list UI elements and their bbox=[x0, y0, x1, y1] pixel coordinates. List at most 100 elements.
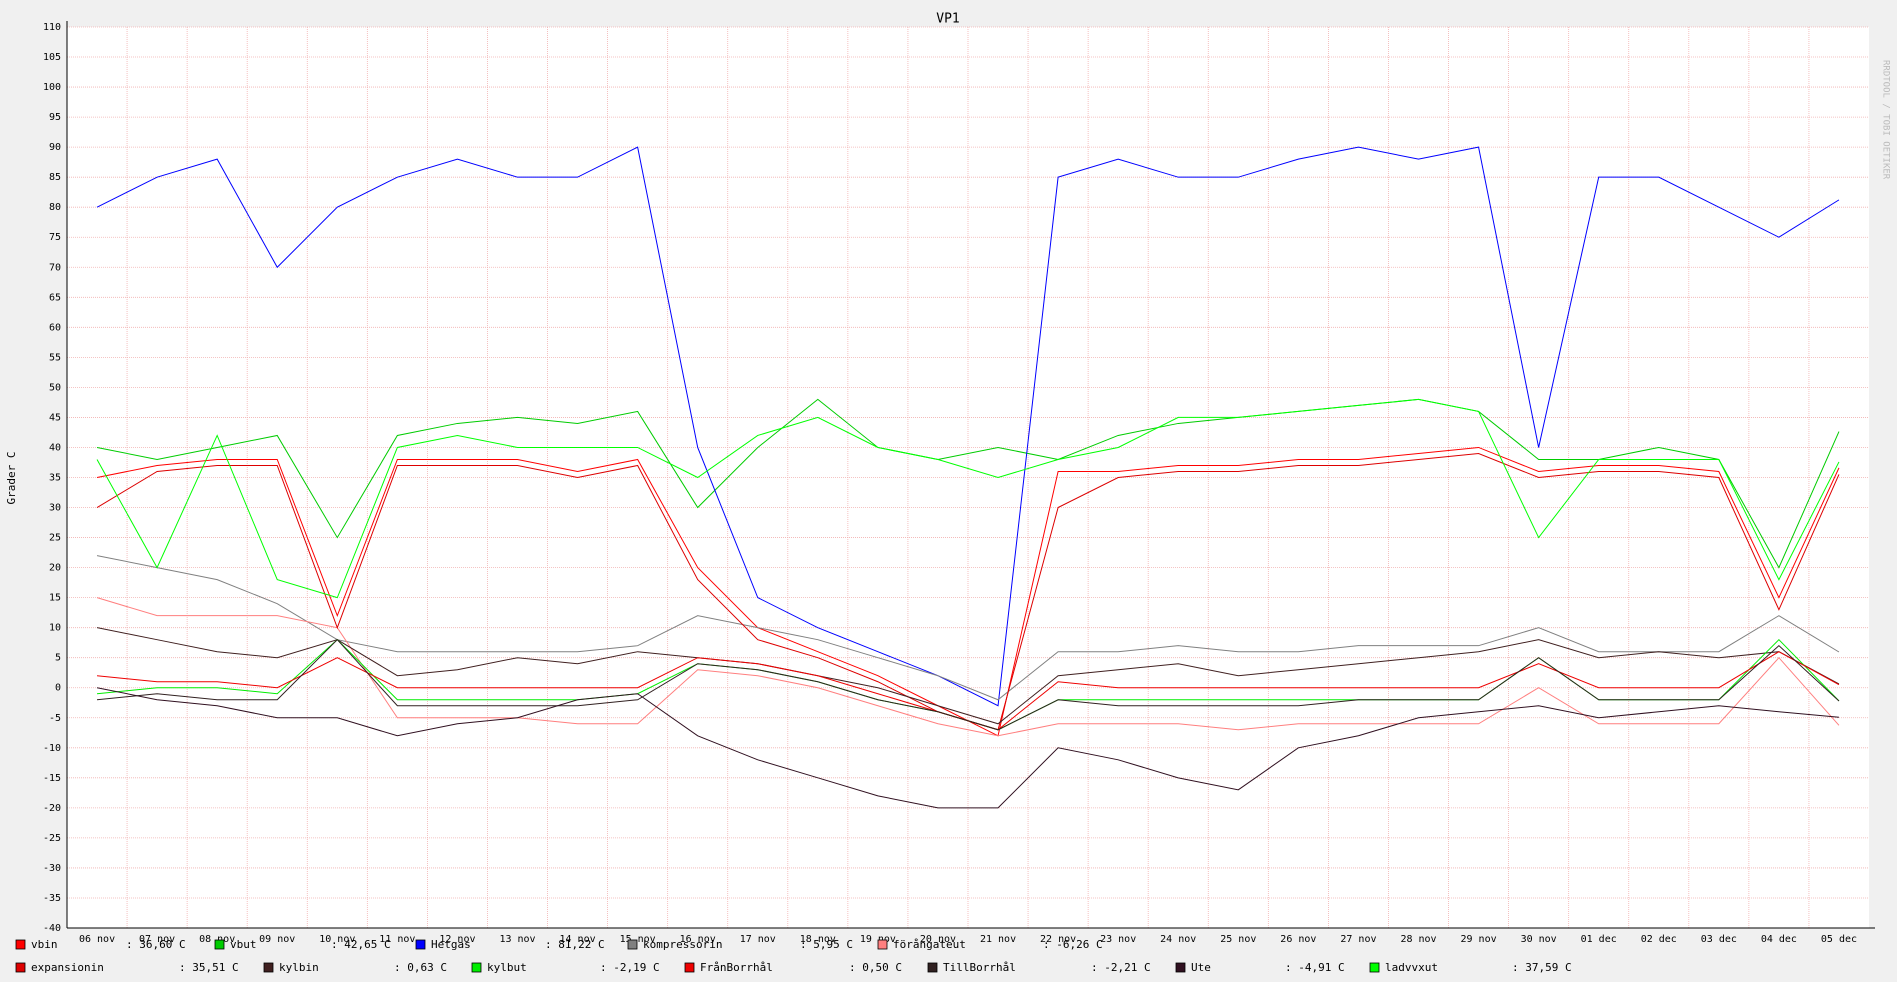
x-tick-label: 19 nov bbox=[860, 934, 896, 945]
legend-value: : 5,95 C bbox=[800, 938, 853, 951]
y-tick-label: 100 bbox=[43, 82, 61, 93]
x-tick-label: 24 nov bbox=[1160, 934, 1196, 945]
legend-swatch bbox=[877, 939, 888, 950]
y-tick-label: 15 bbox=[49, 593, 61, 604]
legend-swatch bbox=[415, 939, 426, 950]
legend-swatch bbox=[684, 962, 695, 973]
x-tick-label: 28 nov bbox=[1400, 934, 1436, 945]
legend-label: kylbin bbox=[279, 961, 319, 974]
watermark: RRDTOOL / TOBI OETIKER bbox=[1881, 60, 1891, 180]
legend-value: : 36,60 C bbox=[126, 938, 186, 951]
y-tick-label: 5 bbox=[55, 653, 61, 664]
legend-value: : 0,50 C bbox=[849, 961, 902, 974]
x-tick-label: 13 nov bbox=[499, 934, 535, 945]
x-tick-label: 25 nov bbox=[1220, 934, 1256, 945]
legend-swatch bbox=[15, 962, 26, 973]
legend-label: vbin bbox=[31, 938, 58, 951]
x-tick-label: 02 dec bbox=[1641, 934, 1677, 945]
y-tick-label: 80 bbox=[49, 202, 61, 213]
x-tick-label: 18 nov bbox=[800, 934, 836, 945]
legend-swatch bbox=[263, 962, 274, 973]
series-line bbox=[96, 627, 1840, 725]
x-tick-label: 30 nov bbox=[1521, 934, 1557, 945]
legend-value: : 81,22 C bbox=[545, 938, 605, 951]
y-tick-label: 60 bbox=[49, 322, 61, 333]
y-tick-label: 20 bbox=[49, 563, 61, 574]
legend-swatch bbox=[927, 962, 938, 973]
x-tick-label: 10 nov bbox=[319, 934, 355, 945]
series-line bbox=[96, 687, 1840, 809]
legend-swatch bbox=[15, 939, 26, 950]
y-tick-label: -30 bbox=[43, 863, 61, 874]
y-tick-label: 55 bbox=[49, 352, 61, 363]
y-tick-label: 65 bbox=[49, 292, 61, 303]
legend-label: expansionin bbox=[31, 961, 104, 974]
legend-value: : 37,59 C bbox=[1512, 961, 1572, 974]
y-tick-label: 0 bbox=[55, 683, 61, 694]
legend-value: : -2,21 C bbox=[1091, 961, 1151, 974]
y-tick-label: 50 bbox=[49, 382, 61, 393]
legend-label: kylbut bbox=[487, 961, 527, 974]
x-tick-label: 06 nov bbox=[79, 934, 115, 945]
x-tick-label: 20 nov bbox=[920, 934, 956, 945]
legend-label: vbut bbox=[230, 938, 257, 951]
x-tick-label: 16 nov bbox=[680, 934, 716, 945]
x-tick-label: 23 nov bbox=[1100, 934, 1136, 945]
x-tick-label: 04 dec bbox=[1761, 934, 1797, 945]
x-tick-label: 05 dec bbox=[1821, 934, 1857, 945]
y-axis-label: Grader C bbox=[5, 452, 18, 505]
y-tick-label: -10 bbox=[43, 743, 61, 754]
x-tick-label: 17 nov bbox=[740, 934, 776, 945]
x-tick-label: 09 nov bbox=[259, 934, 295, 945]
x-tick-label: 03 dec bbox=[1701, 934, 1737, 945]
legend-swatch bbox=[1369, 962, 1380, 973]
y-tick-label: 70 bbox=[49, 262, 61, 273]
y-tick-label: -25 bbox=[43, 833, 61, 844]
y-tick-label: 10 bbox=[49, 623, 61, 634]
y-tick-label: 85 bbox=[49, 172, 61, 183]
y-tick-label: 90 bbox=[49, 142, 61, 153]
y-tick-label: 110 bbox=[43, 22, 61, 33]
legend-swatch bbox=[627, 939, 638, 950]
series-line bbox=[96, 555, 1840, 701]
series-line bbox=[96, 597, 1840, 737]
legend-label: kompressorin bbox=[643, 938, 722, 951]
legend-label: TillBorrhål bbox=[943, 961, 1016, 974]
y-tick-label: 25 bbox=[49, 533, 61, 544]
legend-value: : -6,26 C bbox=[1043, 938, 1103, 951]
y-tick-label: -20 bbox=[43, 803, 61, 814]
x-tick-label: 22 nov bbox=[1040, 934, 1076, 945]
legend-label: FrånBorrhål bbox=[700, 961, 773, 974]
x-tick-label: 01 dec bbox=[1581, 934, 1617, 945]
y-tick-label: 30 bbox=[49, 503, 61, 514]
y-tick-label: -35 bbox=[43, 893, 61, 904]
legend-value: : 0,63 C bbox=[394, 961, 447, 974]
y-tick-label: -40 bbox=[43, 923, 61, 934]
legend-value: : 35,51 C bbox=[179, 961, 239, 974]
legend-label: Ute bbox=[1191, 961, 1211, 974]
legend-swatch bbox=[214, 939, 225, 950]
x-tick-label: 27 nov bbox=[1340, 934, 1376, 945]
legend-value: : -2,19 C bbox=[600, 961, 660, 974]
x-tick-label: 07 nov bbox=[139, 934, 175, 945]
chart-title: VP1 bbox=[936, 12, 959, 27]
x-tick-label: 08 nov bbox=[199, 934, 235, 945]
x-tick-label: 29 nov bbox=[1461, 934, 1497, 945]
x-tick-label: 21 nov bbox=[980, 934, 1016, 945]
y-tick-label: 95 bbox=[49, 112, 61, 123]
y-tick-label: 105 bbox=[43, 52, 61, 63]
series-line bbox=[96, 398, 1840, 599]
y-tick-label: -5 bbox=[49, 713, 61, 724]
x-tick-label: 11 nov bbox=[379, 934, 415, 945]
y-tick-label: 45 bbox=[49, 412, 61, 423]
legend-label: ladvvxut bbox=[1385, 961, 1438, 974]
legend-label: förångateut bbox=[893, 938, 966, 951]
legend-swatch bbox=[1175, 962, 1186, 973]
x-tick-label: 15 nov bbox=[620, 934, 656, 945]
legend-label: Hetgas bbox=[431, 938, 471, 951]
y-tick-label: 35 bbox=[49, 473, 61, 484]
series-line bbox=[96, 638, 1840, 731]
legend-value: : 42,65 C bbox=[331, 938, 391, 951]
x-tick-label: 14 nov bbox=[560, 934, 596, 945]
y-tick-label: -15 bbox=[43, 773, 61, 784]
